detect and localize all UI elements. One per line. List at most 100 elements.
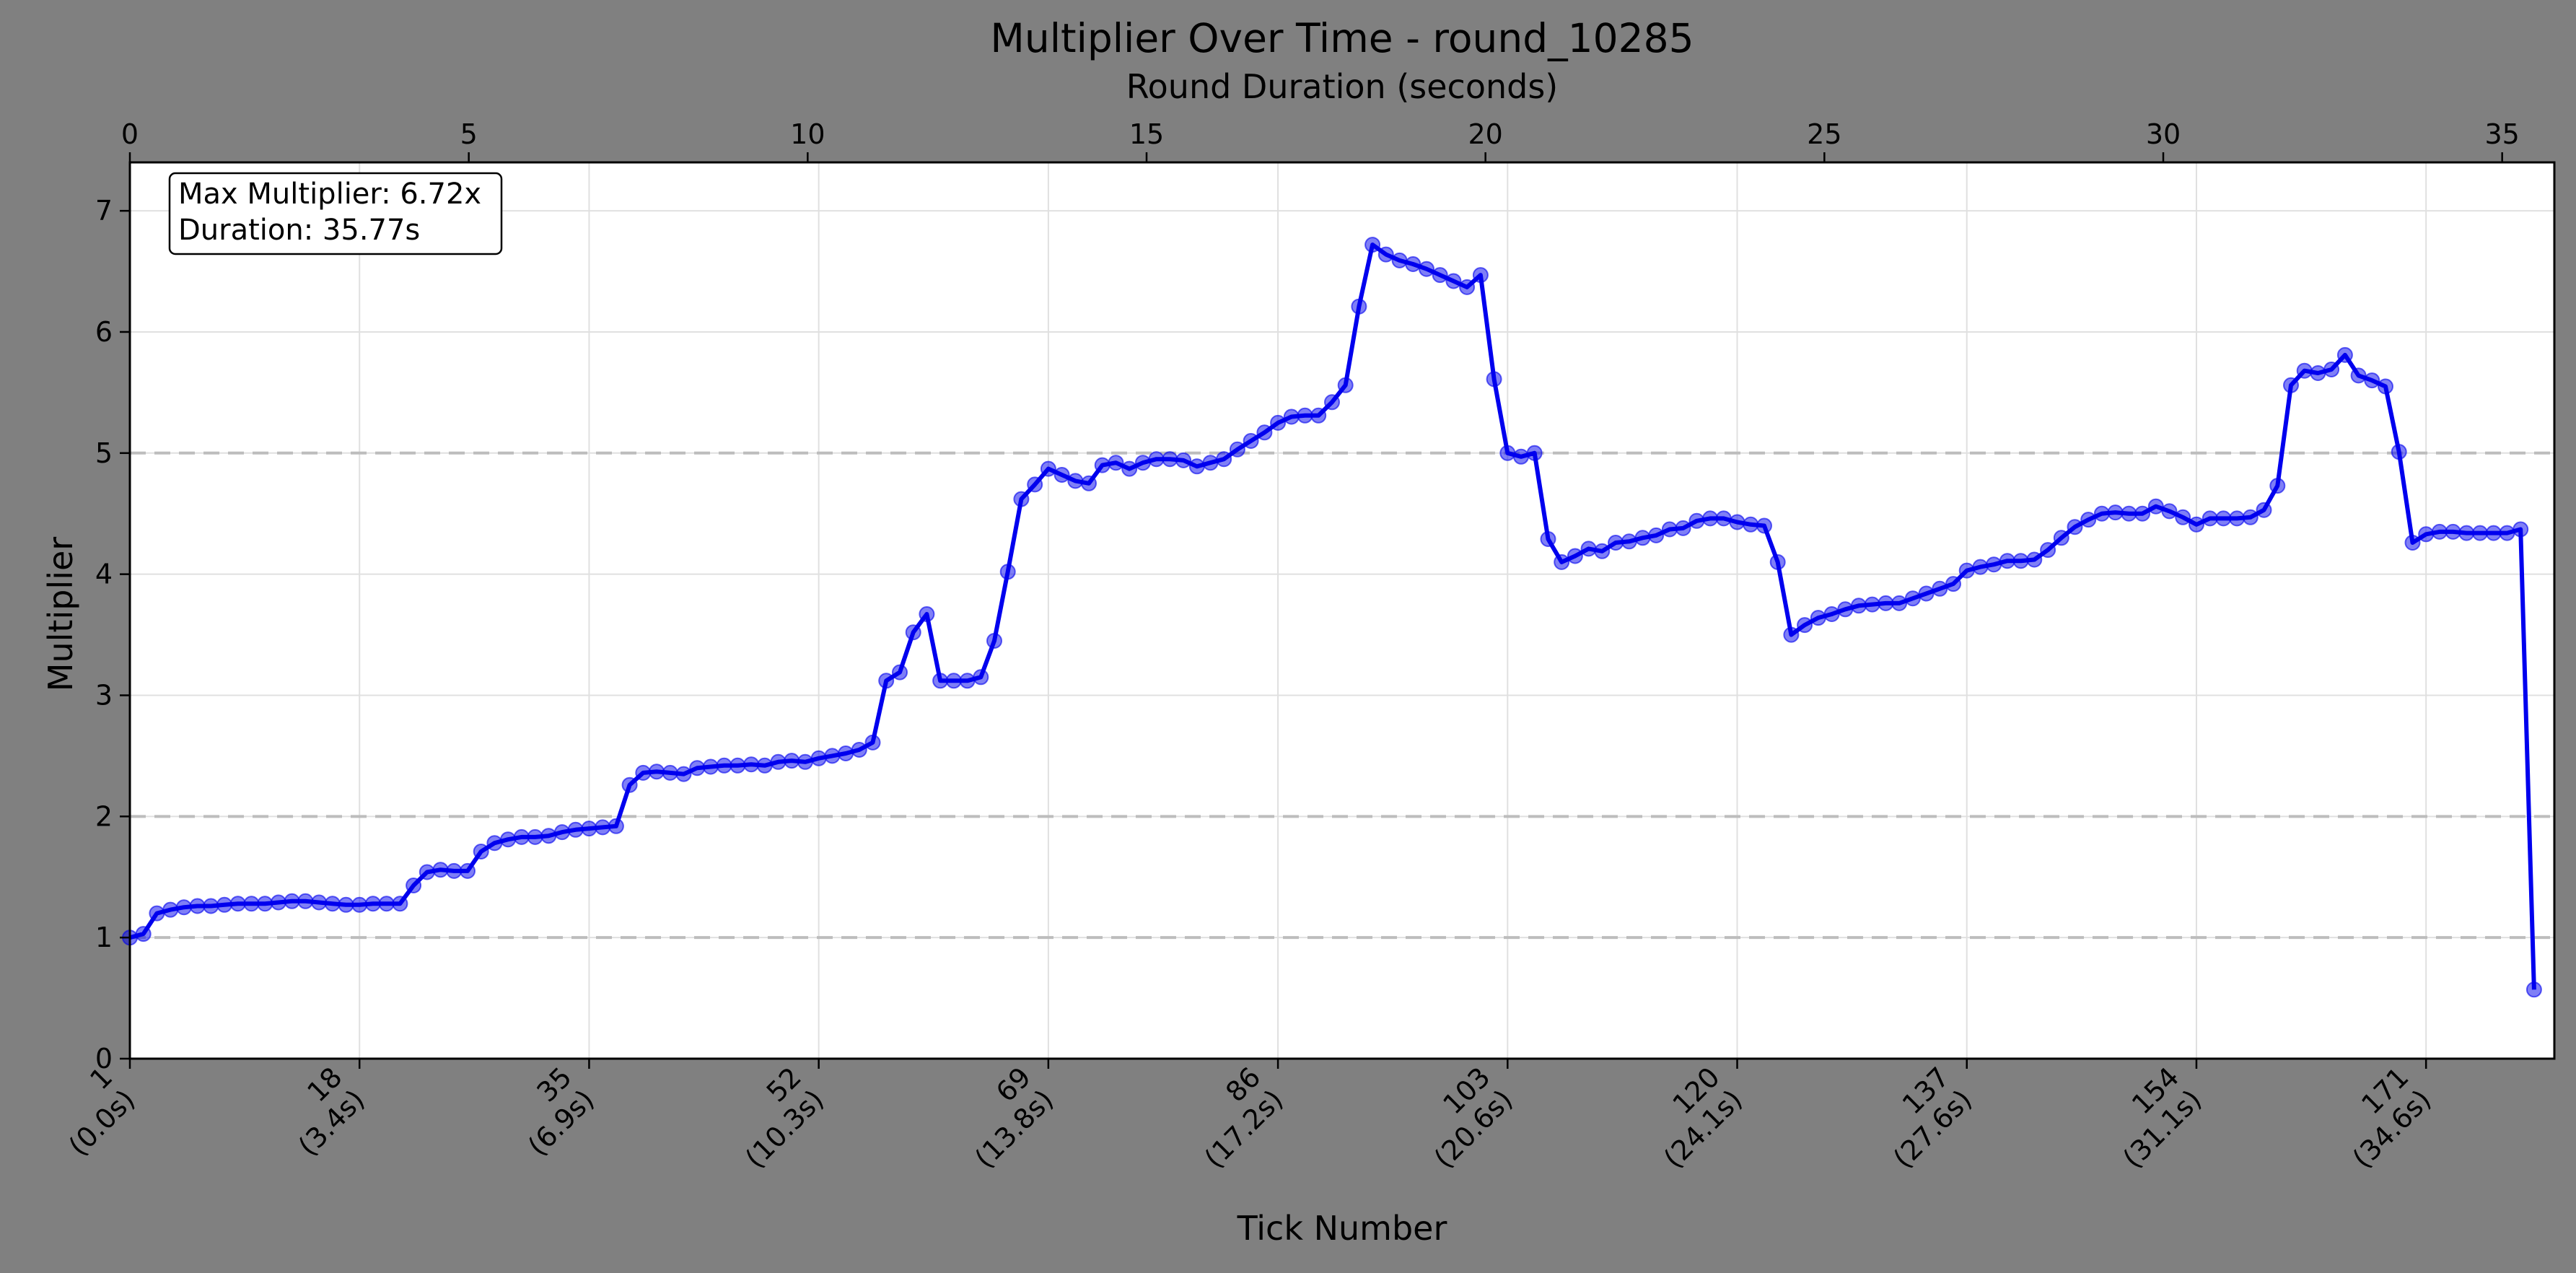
data-point — [2391, 444, 2407, 460]
data-point — [1540, 531, 1556, 547]
x-tick-label: 171(34.6s) — [2347, 1061, 2437, 1174]
series-multiplier — [122, 237, 2542, 998]
data-point — [1986, 556, 2002, 573]
data-point — [1878, 595, 1894, 611]
data-point — [1864, 596, 1880, 613]
data-point — [1175, 452, 1192, 468]
data-point — [1108, 455, 1124, 471]
data-point — [1675, 520, 1691, 536]
data-point — [175, 899, 192, 916]
data-point — [756, 757, 773, 774]
data-point — [270, 894, 286, 911]
x-tick-label: 137(27.6s) — [1887, 1061, 1978, 1174]
data-point — [1027, 476, 1043, 493]
data-point — [1283, 408, 1300, 425]
data-point — [229, 896, 246, 912]
data-point — [1148, 451, 1165, 468]
data-point — [1688, 512, 1705, 529]
data-point — [2513, 521, 2529, 538]
data-point — [1702, 510, 1719, 527]
data-point — [1391, 252, 1408, 268]
data-point — [905, 624, 921, 641]
data-point — [2472, 525, 2488, 541]
data-point — [1513, 448, 1529, 465]
data-point — [1594, 543, 1611, 559]
data-point — [2026, 551, 2043, 568]
data-point — [149, 905, 165, 922]
data-point — [784, 753, 800, 769]
data-point — [2012, 553, 2029, 569]
data-point — [851, 742, 867, 758]
data-point — [999, 564, 1016, 580]
data-point — [1526, 445, 1543, 461]
x-tick-label: 69(13.8s) — [968, 1061, 1059, 1174]
top-tick-label: 25 — [1807, 118, 1841, 150]
data-point — [1040, 460, 1056, 477]
data-point — [2296, 362, 2313, 379]
data-point — [1823, 606, 1840, 622]
x-tick-label: 52(10.3s) — [739, 1061, 830, 1174]
data-point — [743, 756, 760, 773]
y-axis-ticks: 0 1 2 3 4 5 6 7 — [95, 195, 130, 1075]
data-point — [203, 898, 219, 914]
data-point — [2323, 362, 2340, 377]
plot-frame — [128, 161, 2556, 1060]
data-point — [1715, 510, 1732, 527]
annotation-box — [168, 172, 503, 255]
data-point — [1310, 407, 1327, 424]
data-point — [338, 896, 354, 913]
data-point — [2350, 367, 2367, 384]
y-tick-label: 5 — [95, 437, 113, 469]
x-tick-label: 1(0.0s) — [63, 1061, 141, 1162]
data-point — [446, 862, 463, 879]
data-point — [797, 753, 813, 770]
data-point — [189, 898, 206, 914]
top-tick-label: 10 — [790, 118, 825, 150]
data-point — [716, 757, 732, 774]
data-point — [2283, 377, 2299, 393]
data-point — [1432, 267, 1448, 284]
data-point — [1216, 451, 1232, 468]
data-point — [1419, 261, 1434, 277]
data-point — [216, 896, 232, 913]
data-point — [824, 748, 841, 764]
data-point — [364, 896, 381, 912]
data-point — [2040, 542, 2056, 559]
x-tick-label: 120(24.1s) — [1657, 1061, 1748, 1174]
data-point — [2202, 510, 2218, 527]
data-point — [864, 734, 881, 751]
data-point — [1188, 458, 1205, 475]
data-point — [1486, 371, 1502, 388]
data-point — [1324, 394, 1340, 411]
data-point — [621, 777, 638, 793]
data-point — [1472, 267, 1489, 284]
y-tick-label: 1 — [95, 922, 113, 953]
data-point — [1999, 553, 2015, 569]
data-point — [1851, 598, 1867, 614]
x-tick-label: 154(31.1s) — [2117, 1061, 2208, 1174]
data-point — [2093, 505, 2110, 522]
data-point — [1445, 273, 1462, 289]
data-point — [135, 926, 152, 942]
data-point — [973, 669, 989, 686]
data-point — [689, 760, 706, 777]
data-point — [581, 821, 597, 837]
data-point — [2364, 372, 2380, 389]
data-point — [1756, 517, 1772, 534]
data-point — [2431, 523, 2448, 540]
top-tick-label: 20 — [1468, 118, 1502, 150]
data-point — [351, 896, 368, 913]
data-point — [419, 864, 435, 880]
data-point — [1891, 595, 1908, 611]
plot-area — [130, 162, 2554, 1059]
data-point — [945, 673, 962, 689]
x-tick-label: 18(3.4s) — [292, 1061, 371, 1162]
data-point — [1499, 445, 1516, 461]
data-point — [2378, 378, 2393, 395]
data-point — [406, 878, 422, 893]
data-point — [1554, 554, 1570, 570]
y-tick-label: 3 — [95, 679, 113, 711]
top-tick-label: 15 — [1129, 118, 1164, 150]
data-point — [1351, 298, 1367, 315]
